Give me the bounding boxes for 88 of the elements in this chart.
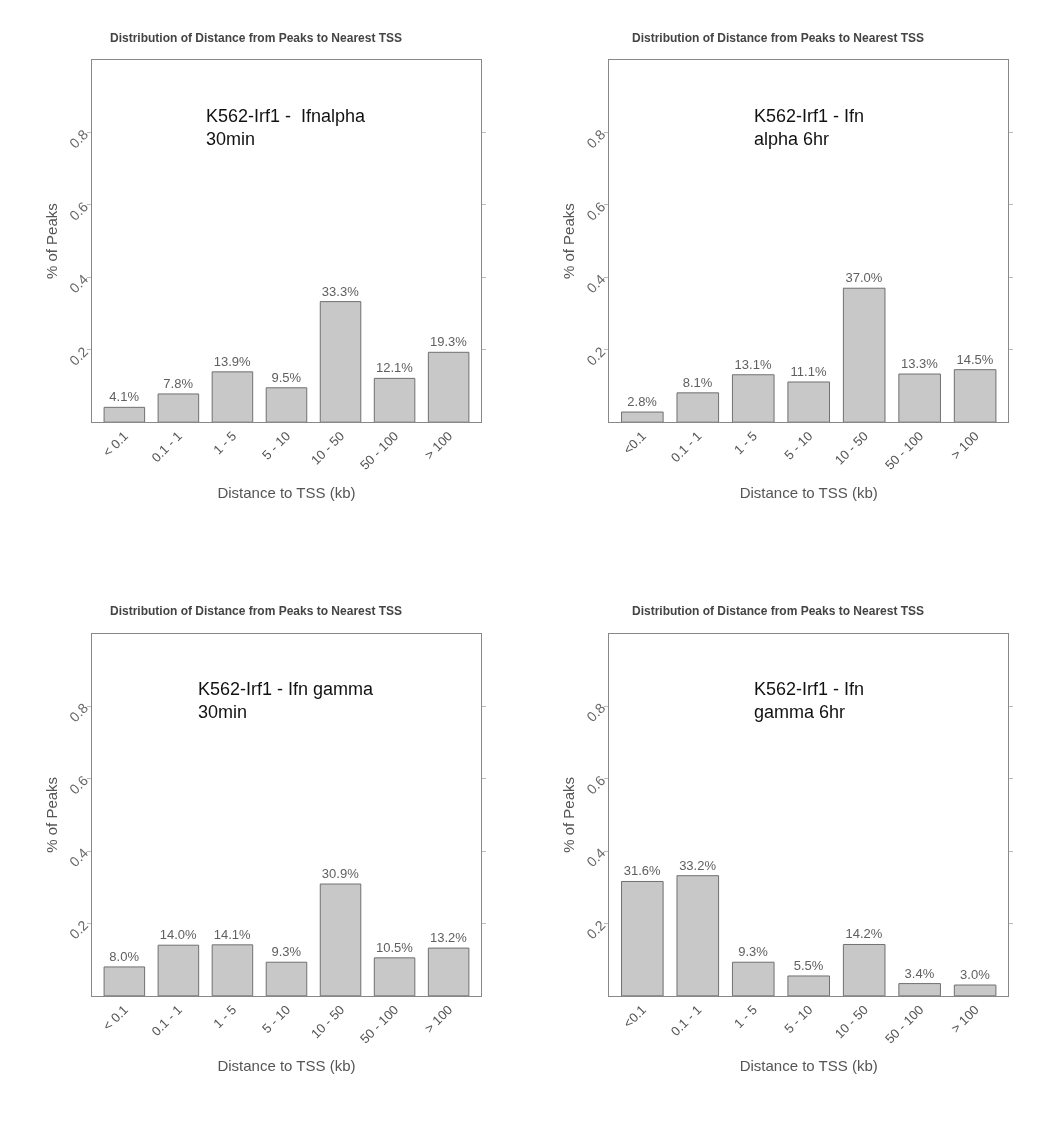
x-tick-label: 0.1 - 1: [148, 1002, 186, 1039]
data-label: 13.9%: [213, 353, 252, 369]
y-tick-label: 0.6: [583, 198, 609, 224]
x-tick-label: 50 - 100: [356, 1002, 402, 1047]
x-tick-label: < 0.1: [99, 428, 132, 460]
x-tick-label: 1 - 5: [210, 1002, 240, 1032]
data-label: 11.1%: [790, 363, 827, 379]
data-label: 30.9%: [321, 866, 360, 882]
x-axis-title: Distance to TSS (kb): [739, 1057, 878, 1075]
chart-title: Distribution of Distance from Peaks to Nearest TSS: [110, 604, 403, 618]
data-label: 33.2%: [679, 857, 717, 873]
y-axis-title: % of Peaks: [43, 776, 61, 853]
x-axis-title: Distance to TSS (kb): [739, 483, 878, 501]
data-label: 5.5%: [793, 957, 824, 973]
y-tick-label: 0.2: [66, 916, 92, 943]
data-label: 13.2%: [429, 930, 468, 946]
y-tick-label: 0.2: [583, 916, 609, 943]
annotation: K562-Irf1 - Ifnalpha 30min: [206, 106, 367, 150]
y-tick-label: 0.8: [66, 699, 92, 725]
x-tick-label: > 100: [421, 1002, 456, 1036]
data-label: 8.0%: [109, 948, 140, 964]
y-axis-title: % of Peaks: [560, 776, 578, 853]
data-label: 14.5%: [956, 351, 994, 367]
annotation: K562-Irf1 - Ifn gamma 6hr: [754, 679, 865, 723]
data-label: 13.3%: [901, 356, 939, 372]
x-tick-label: < 0.1: [99, 1002, 132, 1034]
data-label: 12.1%: [375, 360, 414, 376]
data-label: 9.3%: [271, 944, 302, 960]
x-tick-label: 0.1 - 1: [667, 1002, 705, 1039]
y-tick-label: 0.2: [583, 343, 609, 369]
x-tick-label: 10 - 50: [831, 428, 871, 468]
y-tick-label: 0.4: [583, 270, 609, 297]
y-tick-label: 0.6: [583, 772, 609, 798]
data-label: 10.5%: [375, 939, 414, 955]
y-tick-label: 0.4: [583, 844, 609, 870]
data-label: 3.4%: [904, 965, 935, 981]
y-tick-label: 0.8: [583, 699, 609, 725]
y-axis-title: % of Peaks: [43, 203, 61, 280]
x-tick-label: 1 - 5: [210, 428, 240, 458]
data-label: 14.2%: [845, 926, 883, 942]
chart-title: Distribution of Distance from Peaks to Nearest TSS: [110, 31, 403, 45]
chart-title: Distribution of Distance from Peaks to Nearest TSS: [632, 31, 925, 45]
x-tick-label: 50 - 100: [356, 428, 402, 473]
y-tick-label: 0.8: [583, 126, 609, 152]
x-tick-label: > 100: [947, 1002, 982, 1036]
data-label: 37.0%: [845, 270, 883, 286]
data-label: 4.1%: [109, 389, 140, 405]
chart-title: Distribution of Distance from Peaks to Nearest TSS: [632, 604, 925, 618]
x-axis-title: Distance to TSS (kb): [217, 483, 356, 501]
data-label: 19.3%: [429, 334, 468, 350]
x-tick-label: 1 - 5: [730, 1002, 760, 1032]
data-label: 14.1%: [213, 926, 252, 942]
x-tick-label: 5 - 10: [781, 428, 816, 463]
x-tick-label: <0.1: [620, 428, 650, 458]
y-tick-label: 0.4: [66, 270, 92, 297]
x-axis-title: Distance to TSS (kb): [217, 1057, 356, 1075]
data-label: 8.1%: [682, 374, 713, 390]
y-axis-title: % of Peaks: [560, 203, 578, 280]
annotation: K562-Irf1 - Ifn alpha 6hr: [754, 106, 865, 150]
data-label: 9.3%: [738, 944, 769, 960]
x-tick-label: 10 - 50: [308, 428, 348, 468]
x-tick-label: 0.1 - 1: [148, 428, 186, 466]
y-tick-label: 0.2: [66, 343, 92, 369]
x-tick-label: 50 - 100: [882, 428, 927, 473]
x-tick-label: 0.1 - 1: [667, 428, 705, 466]
y-tick-label: 0.6: [66, 772, 92, 798]
x-tick-label: 5 - 10: [259, 428, 294, 463]
x-tick-label: 5 - 10: [781, 1002, 816, 1037]
x-tick-label: 10 - 50: [831, 1002, 871, 1042]
x-tick-label: 10 - 50: [308, 1002, 348, 1042]
x-tick-label: > 100: [947, 428, 982, 463]
x-tick-label: 1 - 5: [730, 428, 760, 458]
data-label: 9.5%: [271, 369, 302, 385]
x-tick-label: 5 - 10: [259, 1002, 294, 1037]
x-tick-label: <0.1: [620, 1002, 650, 1031]
data-label: 31.6%: [623, 863, 661, 879]
y-tick-label: 0.6: [66, 198, 92, 224]
data-label: 13.1%: [734, 356, 772, 372]
data-label: 7.8%: [163, 375, 194, 391]
x-tick-label: 50 - 100: [882, 1002, 927, 1047]
data-label: 14.0%: [159, 927, 198, 943]
data-label: 33.3%: [321, 283, 360, 299]
data-label: 3.0%: [960, 967, 991, 983]
y-tick-label: 0.8: [66, 126, 92, 152]
x-tick-label: > 100: [421, 428, 456, 463]
annotation: K562-Irf1 - Ifn gamma 30min: [198, 679, 375, 723]
data-label: 2.8%: [627, 394, 658, 410]
y-tick-label: 0.4: [66, 844, 92, 870]
